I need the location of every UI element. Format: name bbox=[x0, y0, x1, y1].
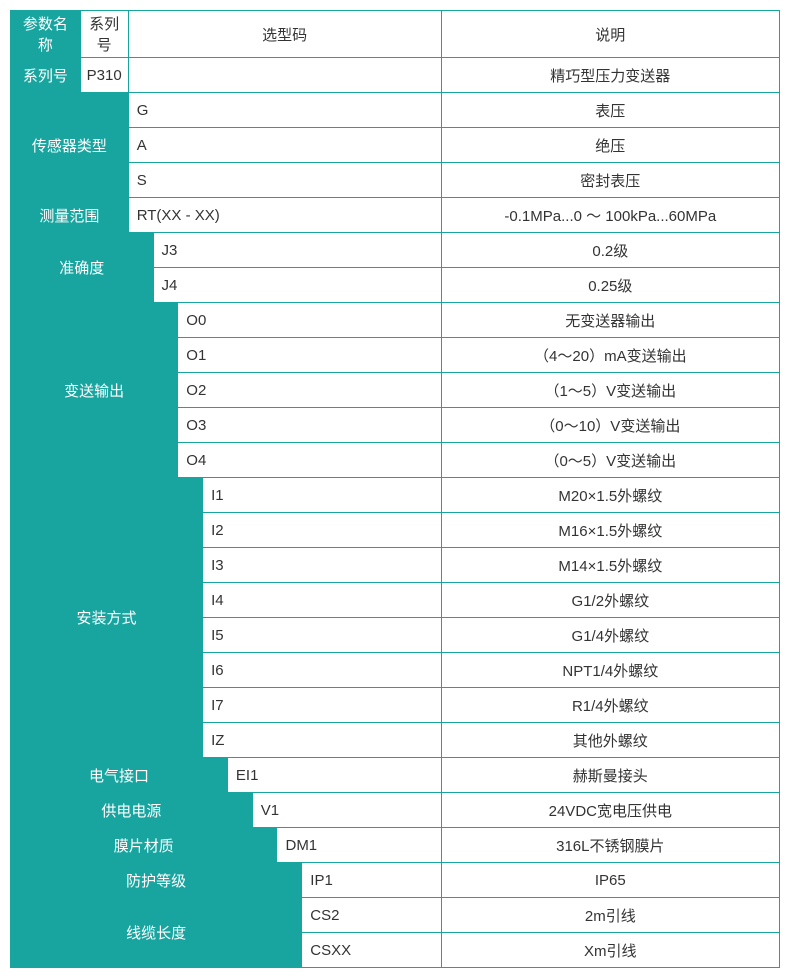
diaphragm-code: DM1 bbox=[277, 828, 441, 863]
output-code-1: O1 bbox=[178, 338, 441, 373]
header-code: 选型码 bbox=[128, 11, 441, 58]
series-code: P310 bbox=[80, 58, 128, 93]
cable-label: 线缆长度 bbox=[11, 898, 302, 968]
sensor-code-0: G bbox=[128, 93, 441, 128]
output-desc-3: （0～10）V变送输出 bbox=[441, 408, 779, 443]
install-code-0: I1 bbox=[203, 478, 442, 513]
power-code: V1 bbox=[252, 793, 441, 828]
header-desc: 说明 bbox=[441, 11, 779, 58]
sensor-desc-1: 绝压 bbox=[441, 128, 779, 163]
sensor-label: 传感器类型 bbox=[11, 93, 129, 198]
range-code: RT(XX - XX) bbox=[128, 198, 441, 233]
series-desc: 精巧型压力变送器 bbox=[441, 58, 779, 93]
table-row: 测量范围 RT(XX - XX) -0.1MPa...0 ～ 100kPa...… bbox=[11, 198, 780, 233]
accuracy-desc-1: 0.25级 bbox=[441, 268, 779, 303]
accuracy-desc-0: 0.2级 bbox=[441, 233, 779, 268]
output-desc-0: 无变送器输出 bbox=[441, 303, 779, 338]
output-code-3: O3 bbox=[178, 408, 441, 443]
install-code-2: I3 bbox=[203, 548, 442, 583]
output-desc-4: （0～5）V变送输出 bbox=[441, 443, 779, 478]
range-label: 测量范围 bbox=[11, 198, 129, 233]
install-desc-5: NPT1/4外螺纹 bbox=[441, 653, 779, 688]
elec-if-code: EI1 bbox=[227, 758, 441, 793]
power-label: 供电电源 bbox=[11, 793, 253, 828]
elec-if-desc: 赫斯曼接头 bbox=[441, 758, 779, 793]
install-desc-3: G1/2外螺纹 bbox=[441, 583, 779, 618]
sensor-code-1: A bbox=[128, 128, 441, 163]
cable-desc-1: Xm引线 bbox=[441, 933, 779, 968]
install-desc-7: 其他外螺纹 bbox=[441, 723, 779, 758]
install-desc-0: M20×1.5外螺纹 bbox=[441, 478, 779, 513]
accuracy-label: 准确度 bbox=[11, 233, 154, 303]
output-code-4: O4 bbox=[178, 443, 441, 478]
install-desc-1: M16×1.5外螺纹 bbox=[441, 513, 779, 548]
table-row: 供电电源 V1 24VDC宽电压供电 bbox=[11, 793, 780, 828]
accuracy-code-0: J3 bbox=[153, 233, 441, 268]
output-desc-2: （1～5）V变送输出 bbox=[441, 373, 779, 408]
header-param-name: 参数名称 bbox=[11, 11, 81, 58]
range-desc: -0.1MPa...0 ～ 100kPa...60MPa bbox=[441, 198, 779, 233]
install-desc-2: M14×1.5外螺纹 bbox=[441, 548, 779, 583]
table-row: 电气接口 EI1 赫斯曼接头 bbox=[11, 758, 780, 793]
install-code-5: I6 bbox=[203, 653, 442, 688]
install-label: 安装方式 bbox=[11, 478, 203, 758]
install-code-1: I2 bbox=[203, 513, 442, 548]
accuracy-code-1: J4 bbox=[153, 268, 441, 303]
install-desc-4: G1/4外螺纹 bbox=[441, 618, 779, 653]
output-label: 变送输出 bbox=[11, 303, 178, 478]
diaphragm-label: 膜片材质 bbox=[11, 828, 277, 863]
table-row: 防护等级 IP1 IP65 bbox=[11, 863, 780, 898]
install-code-4: I5 bbox=[203, 618, 442, 653]
diaphragm-desc: 316L不锈钢膜片 bbox=[441, 828, 779, 863]
cable-code-0: CS2 bbox=[302, 898, 441, 933]
table-row: 线缆长度 CS2 2m引线 bbox=[11, 898, 780, 933]
sensor-desc-2: 密封表压 bbox=[441, 163, 779, 198]
ip-label: 防护等级 bbox=[11, 863, 302, 898]
sensor-code-2: S bbox=[128, 163, 441, 198]
ip-code: IP1 bbox=[302, 863, 441, 898]
output-desc-1: （4～20）mA变送输出 bbox=[441, 338, 779, 373]
table-row: 膜片材质 DM1 316L不锈钢膜片 bbox=[11, 828, 780, 863]
table-row: 变送输出 O0 无变送器输出 bbox=[11, 303, 780, 338]
install-desc-6: R1/4外螺纹 bbox=[441, 688, 779, 723]
table-row: 传感器类型 G 表压 bbox=[11, 93, 780, 128]
header-series: 系列号 bbox=[80, 11, 128, 58]
elec-if-label: 电气接口 bbox=[11, 758, 228, 793]
spec-table: 参数名称 系列号 选型码 说明 系列号 P310 精巧型压力变送器 传感器类型 … bbox=[10, 10, 780, 968]
cable-desc-0: 2m引线 bbox=[441, 898, 779, 933]
table-row: 系列号 P310 精巧型压力变送器 bbox=[11, 58, 780, 93]
output-code-2: O2 bbox=[178, 373, 441, 408]
table-row: 准确度 J3 0.2级 bbox=[11, 233, 780, 268]
install-code-7: IZ bbox=[203, 723, 442, 758]
table-row: 参数名称 系列号 选型码 说明 bbox=[11, 11, 780, 58]
install-code-3: I4 bbox=[203, 583, 442, 618]
output-code-0: O0 bbox=[178, 303, 441, 338]
power-desc: 24VDC宽电压供电 bbox=[441, 793, 779, 828]
cable-code-1: CSXX bbox=[302, 933, 441, 968]
ip-desc: IP65 bbox=[441, 863, 779, 898]
table-row: 安装方式 I1 M20×1.5外螺纹 bbox=[11, 478, 780, 513]
sensor-desc-0: 表压 bbox=[441, 93, 779, 128]
install-code-6: I7 bbox=[203, 688, 442, 723]
series-label: 系列号 bbox=[11, 58, 81, 93]
